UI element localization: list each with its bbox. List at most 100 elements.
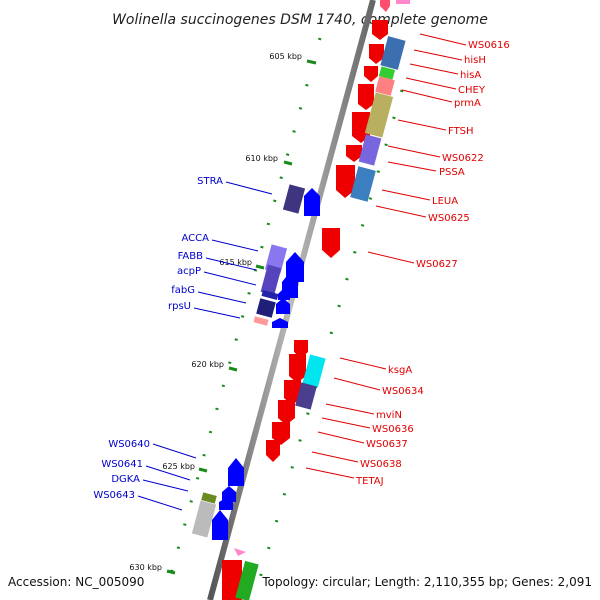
gene-box-fabb: [260, 264, 282, 296]
map-title: Wolinella succinogenes DSM 1740, complet…: [112, 12, 488, 28]
category-box-7: [302, 354, 326, 388]
leader-ftsh: [397, 119, 447, 131]
label-leua: LEUA: [432, 196, 458, 207]
tick-label-610: 610 kbp: [245, 154, 278, 163]
label-stra: STRA: [197, 176, 223, 187]
gene-ws0634: [289, 354, 306, 383]
leader-ws0638: [311, 451, 359, 463]
genome-summary-text: Topology: circular; Length: 2,110,355 bp…: [261, 575, 592, 589]
label-pssa: PSSA: [439, 167, 465, 178]
tick-label-615: 615 kbp: [219, 258, 252, 267]
leader-ws0641: [145, 465, 191, 481]
tick-label-630: 630 kbp: [129, 563, 162, 572]
label-hish: hisH: [464, 55, 486, 66]
label-ws0641: WS0641: [101, 459, 143, 470]
leader-ws0616: [419, 33, 467, 46]
tick-label-625: 625 kbp: [162, 462, 195, 471]
tick-605: [306, 59, 317, 65]
scale-ticks: 605 kbp 610 kbp 615 kbp 620 kbp 625 kbp …: [129, 52, 317, 575]
leader-ws0643: [137, 495, 183, 511]
tick-610: [283, 160, 293, 166]
category-box-3: [375, 76, 395, 96]
leader-ws0627: [367, 251, 415, 264]
category-box-9: [235, 560, 259, 600]
gene-mvin: [284, 380, 301, 405]
leader-hisa: [409, 63, 459, 75]
leader-acca: [211, 239, 259, 252]
tick-615: [255, 264, 265, 270]
gene-box-ws0643: [191, 500, 217, 538]
gene-ws0637: [272, 422, 290, 445]
leader-hish: [413, 49, 463, 61]
leader-leua: [381, 189, 431, 201]
leader-prma: [401, 89, 453, 103]
label-acpp: acpP: [177, 266, 201, 277]
category-box-8: [295, 382, 317, 410]
gene-box-ws0643-top: [201, 492, 217, 504]
gene-ws0638: [266, 440, 280, 462]
tick-label-620: 620 kbp: [191, 360, 224, 369]
gene-box-stra: [282, 184, 306, 214]
label-ws0636: WS0636: [372, 424, 414, 435]
small-pink-marker: [234, 548, 246, 556]
label-acca: ACCA: [182, 233, 210, 244]
label-prma: prmA: [454, 98, 481, 109]
category-box-4: [364, 92, 394, 138]
leader-ws0634: [333, 377, 381, 391]
gene-dgka: [219, 498, 233, 510]
leader-tetaj: [305, 467, 355, 479]
label-dgka: DGKA: [111, 474, 140, 485]
category-box-6: [350, 166, 376, 202]
category-box-2: [378, 66, 396, 80]
category-box-5: [358, 134, 382, 166]
reverse-genes: [191, 184, 320, 540]
label-ksga: ksgA: [388, 365, 412, 376]
gene-prma: [358, 84, 374, 110]
leader-rpsu: [193, 307, 241, 319]
gene-ws0627: [322, 228, 340, 258]
category-box-1: [380, 36, 406, 70]
gene-ws0641: [222, 486, 236, 502]
label-hisa: hisA: [460, 70, 481, 81]
leader-ws0625: [375, 205, 427, 218]
gene-hish: [372, 20, 388, 40]
leader-stra: [225, 181, 273, 195]
label-ws0637: WS0637: [366, 439, 408, 450]
gene-ftsh: [352, 112, 370, 143]
inner-dotted-track: [256, 89, 404, 586]
label-ws0638: WS0638: [360, 459, 402, 470]
gene-ws0622: [346, 145, 362, 162]
gene-chey: [364, 66, 378, 82]
reverse-label-group: STRA ACCA FABB acpP fabG rpsU WS0640 WS0…: [93, 176, 273, 511]
label-ftsh: FTSH: [448, 126, 474, 137]
label-ws0627: WS0627: [416, 259, 458, 270]
gene-acpp: [278, 288, 290, 300]
tick-label-605: 605 kbp: [269, 52, 302, 61]
label-ws0643: WS0643: [93, 490, 135, 501]
label-ws0634: WS0634: [382, 386, 424, 397]
leader-chey: [405, 77, 457, 90]
leader-ws0622: [387, 145, 441, 158]
label-ws0622: WS0622: [442, 153, 484, 164]
accession-text: Accession: NC_005090: [8, 575, 144, 589]
label-ws0640: WS0640: [108, 439, 150, 450]
leader-acpp: [203, 271, 257, 286]
leader-dgka: [142, 479, 189, 492]
leader-ws0637: [317, 431, 365, 444]
gene-rpsu: [272, 318, 288, 328]
leader-pssa: [387, 161, 437, 172]
gene-box-acpp: [261, 290, 279, 300]
gene-bottom-red: [222, 560, 242, 600]
tick-620: [228, 366, 238, 372]
label-ws0625: WS0625: [428, 213, 470, 224]
label-mvin: mviN: [376, 410, 402, 421]
forward-genes: [222, 0, 410, 600]
forward-label-group: WS0616 hisH hisA CHEY prmA FTSH WS0622 P…: [305, 33, 510, 487]
leader-ksga: [339, 357, 387, 370]
gene-stra: [304, 188, 320, 216]
gene-ws0616: [380, 0, 390, 12]
gene-ws0643: [212, 510, 228, 540]
gene-box-rpsu: [253, 316, 269, 326]
label-fabg: fabG: [171, 285, 195, 296]
